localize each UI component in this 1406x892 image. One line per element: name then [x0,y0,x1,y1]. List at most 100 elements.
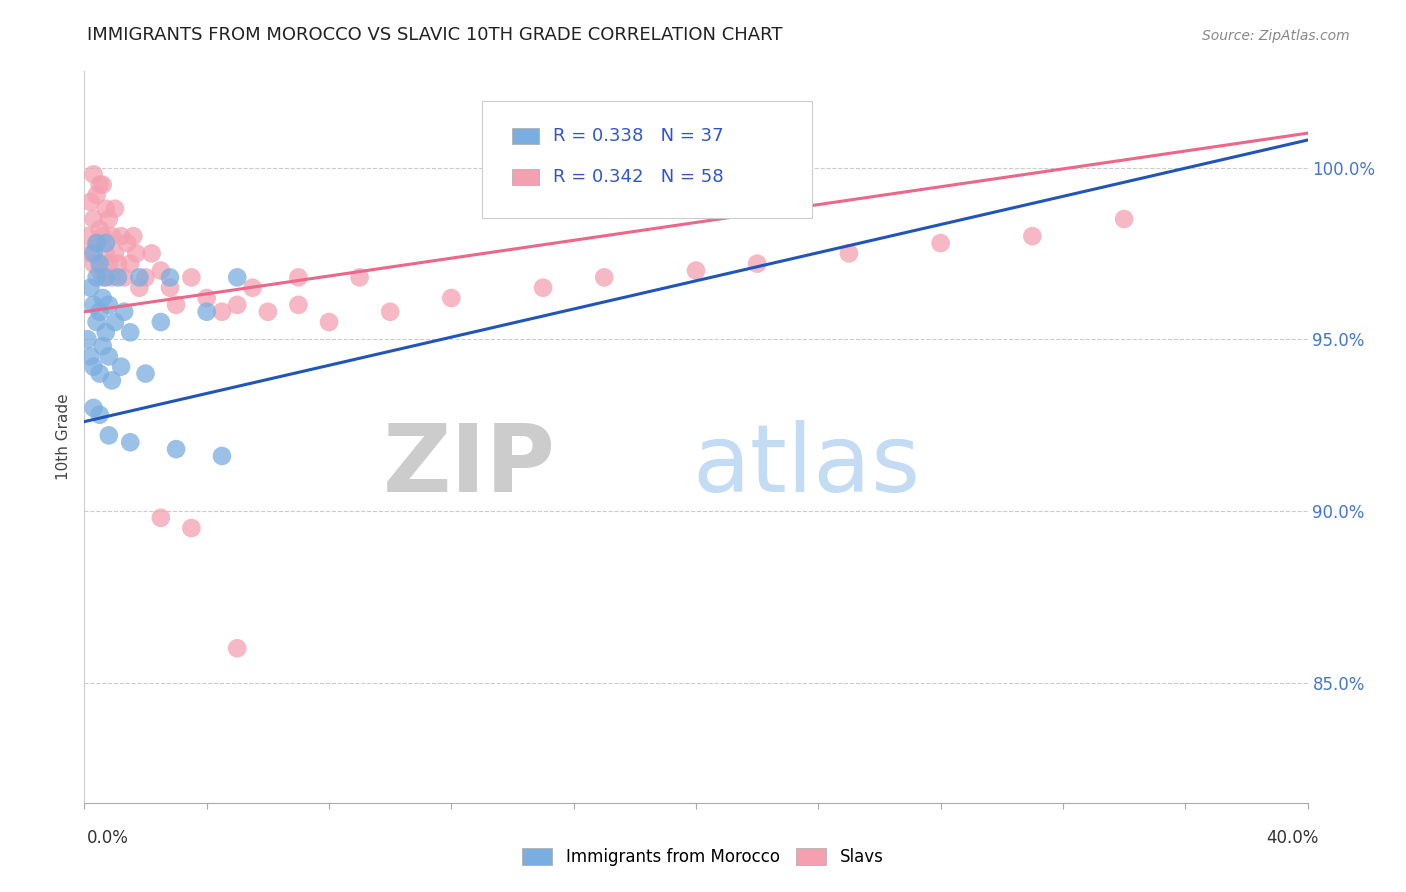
Text: IMMIGRANTS FROM MOROCCO VS SLAVIC 10TH GRADE CORRELATION CHART: IMMIGRANTS FROM MOROCCO VS SLAVIC 10TH G… [87,26,783,44]
Point [149,315,172,329]
Text: R = 0.338   N = 37: R = 0.338 N = 37 [553,127,724,145]
Point [180,270,202,285]
Point [165,298,187,312]
Point [128,270,150,285]
Point [349,270,371,285]
Point [104,202,127,216]
Point [112,270,135,285]
Point [86,188,108,202]
Point [94,202,117,216]
Point [128,281,150,295]
Bar [513,169,540,186]
Point [226,641,249,656]
Point [149,510,172,524]
Point [747,257,769,271]
Point [94,246,117,260]
Point [120,435,142,450]
Point [141,246,163,260]
Point [97,350,120,364]
Point [318,315,340,329]
Point [104,315,127,329]
Point [83,246,105,260]
FancyBboxPatch shape [482,101,813,218]
Point [149,263,172,277]
Point [97,212,120,227]
Point [122,229,145,244]
Point [531,281,554,295]
Text: 40.0%: 40.0% [1267,829,1319,847]
Point [180,521,202,535]
Bar [513,128,540,144]
Text: R = 0.342   N = 58: R = 0.342 N = 58 [553,169,724,186]
Point [287,270,309,285]
Text: 0.0%: 0.0% [87,829,129,847]
Point [120,257,142,271]
Point [83,257,105,271]
Point [94,270,117,285]
Point [97,298,120,312]
Point [195,291,218,305]
Point [685,263,707,277]
Point [83,401,105,415]
Point [1021,229,1043,244]
Point [89,257,111,271]
Point [107,257,129,271]
Point [226,298,249,312]
Point [159,281,181,295]
Point [91,229,114,244]
Point [135,270,157,285]
Point [440,291,463,305]
Legend: Immigrants from Morocco, Slavs: Immigrants from Morocco, Slavs [516,841,890,873]
Point [287,298,309,312]
Point [91,178,114,192]
Point [195,304,218,318]
Point [135,367,157,381]
Point [91,339,114,353]
Point [110,229,132,244]
Point [380,304,402,318]
Point [86,315,108,329]
Point [79,194,101,209]
Point [242,281,264,295]
Point [101,229,124,244]
Point [79,350,101,364]
Point [226,270,249,285]
Point [165,442,187,456]
Point [89,408,111,422]
Y-axis label: 10th Grade: 10th Grade [56,393,72,481]
Point [76,229,98,244]
Point [211,304,233,318]
Point [79,246,101,260]
Point [112,304,135,318]
Point [94,235,117,250]
Point [86,235,108,250]
Point [838,246,860,260]
Point [91,270,114,285]
Point [89,367,111,381]
Point [83,298,105,312]
Text: atlas: atlas [692,420,920,512]
Point [89,222,111,236]
Point [159,270,181,285]
Point [97,428,120,442]
Point [79,281,101,295]
Point [101,270,124,285]
Point [593,270,616,285]
Point [104,246,127,260]
Point [1114,212,1136,227]
Point [89,263,111,277]
Point [101,373,124,387]
Point [125,246,148,260]
Point [120,326,142,340]
Text: ZIP: ZIP [382,420,555,512]
Point [86,235,108,250]
Point [211,449,233,463]
Point [83,167,105,181]
Point [115,235,138,250]
Point [929,235,952,250]
Point [89,178,111,192]
Point [76,332,98,346]
Point [83,359,105,374]
Point [91,291,114,305]
Point [107,270,129,285]
